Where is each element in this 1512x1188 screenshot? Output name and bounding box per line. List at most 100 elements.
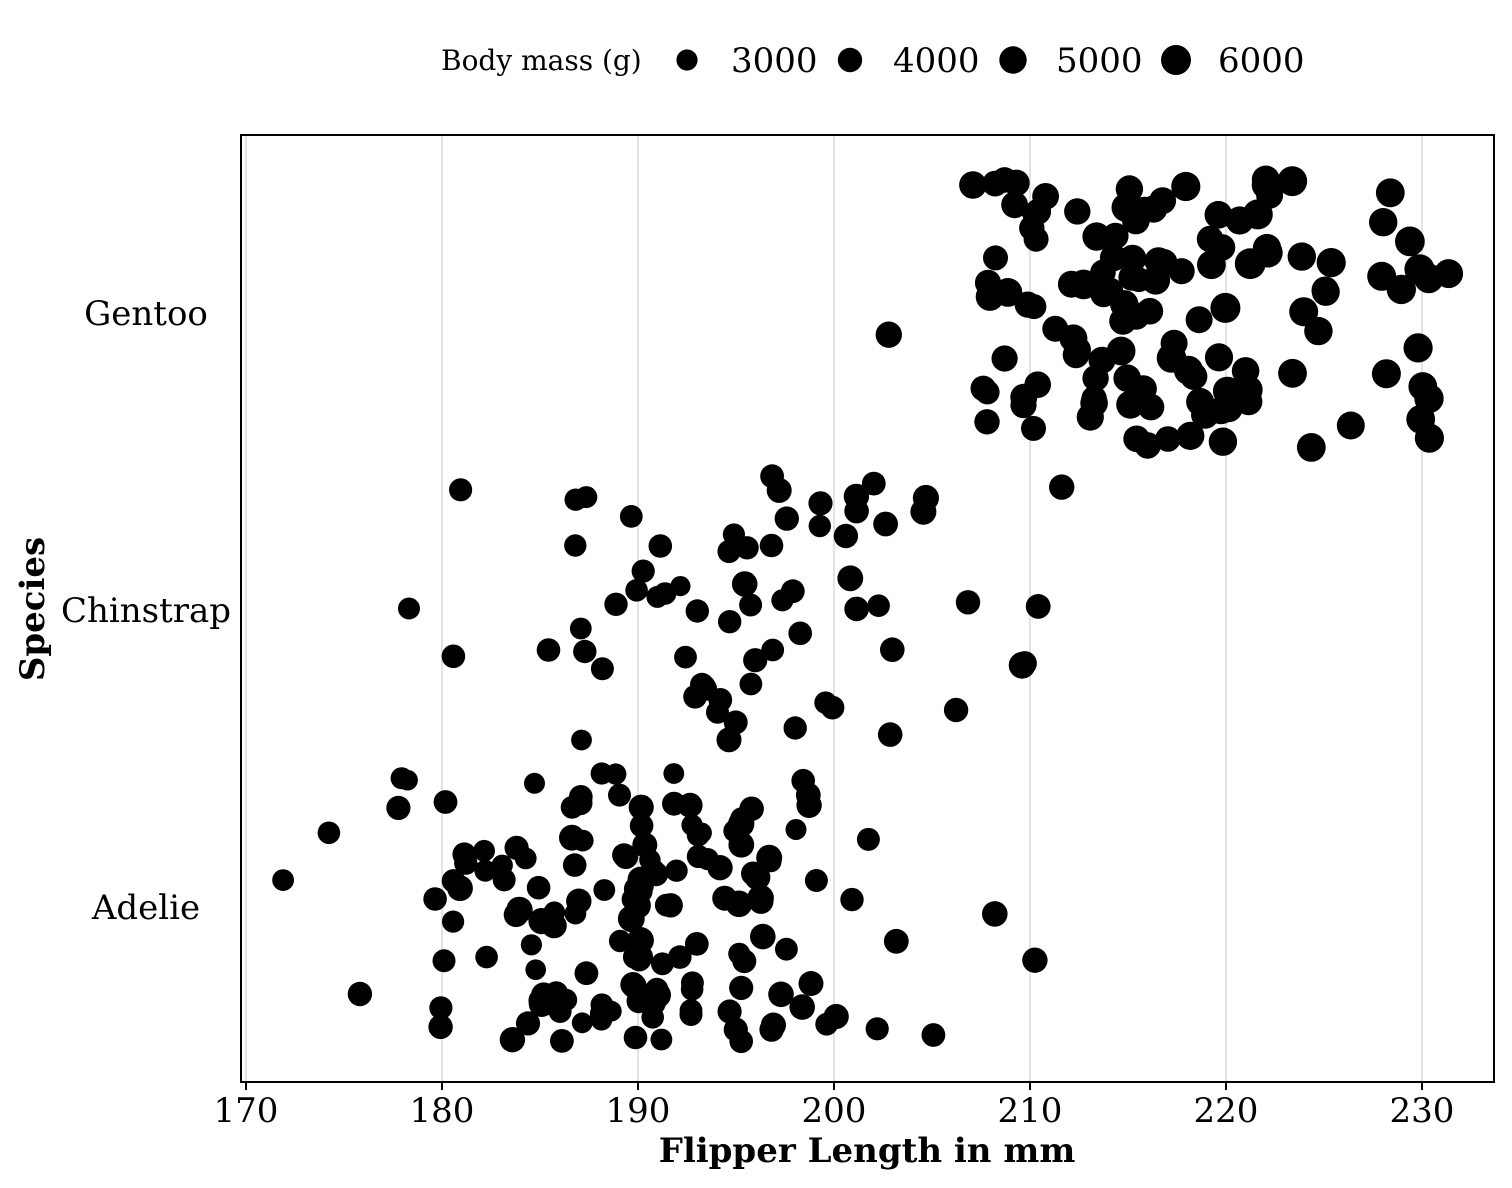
legend-key-3000	[676, 49, 698, 71]
point-adelie	[386, 795, 411, 821]
point-adelie	[564, 902, 587, 925]
point-adelie	[759, 850, 782, 873]
point-gentoo	[1137, 393, 1165, 421]
point-chinstrap	[674, 645, 697, 669]
point-gentoo	[1375, 178, 1405, 208]
y-axis-ticks: Adelie Chinstrap Gentoo	[61, 294, 231, 928]
point-gentoo	[982, 170, 1008, 197]
point-adelie	[624, 892, 651, 919]
point-gentoo	[1003, 169, 1030, 197]
x-tick-label: 220	[1194, 1091, 1259, 1131]
point-gentoo	[1204, 343, 1234, 372]
point-adelie	[629, 813, 654, 838]
legend-label-5000: 5000	[1056, 41, 1143, 81]
point-gentoo	[1414, 263, 1444, 294]
point-chinstrap	[774, 506, 799, 531]
point-chinstrap	[873, 511, 898, 537]
point-chinstrap	[739, 672, 763, 696]
point-adelie	[623, 1025, 648, 1050]
point-adelie	[593, 879, 616, 901]
point-adelie	[798, 971, 824, 996]
point-adelie	[574, 961, 599, 986]
point-gentoo	[1155, 426, 1181, 452]
point-chinstrap	[844, 596, 869, 622]
point-adelie	[571, 1012, 593, 1034]
point-chinstrap	[706, 700, 729, 724]
point-adelie	[643, 992, 666, 1015]
point-adelie	[729, 975, 754, 1001]
point-chinstrap	[564, 534, 587, 557]
point-adelie	[544, 981, 569, 1005]
point-adelie	[605, 763, 627, 785]
point-chinstrap	[625, 579, 648, 602]
point-adelie	[608, 783, 631, 807]
point-gentoo	[1316, 248, 1346, 278]
point-chinstrap	[536, 638, 561, 662]
point-chinstrap	[833, 523, 859, 549]
point-adelie	[662, 791, 686, 816]
point-gentoo	[1242, 199, 1273, 230]
point-chinstrap	[910, 498, 937, 525]
point-gentoo	[1144, 247, 1173, 276]
point-gentoo	[1234, 375, 1263, 405]
point-gentoo	[1395, 226, 1425, 257]
point-gentoo	[875, 321, 902, 348]
legend-key-4000	[837, 47, 863, 73]
point-gentoo	[1064, 198, 1091, 225]
point-adelie	[795, 782, 821, 808]
point-adelie	[680, 971, 704, 995]
point-adelie	[823, 1003, 849, 1030]
point-gentoo	[1106, 336, 1136, 366]
point-adelie	[1022, 947, 1048, 973]
size-legend: Body mass (g) 3000 4000 5000 6000	[441, 41, 1305, 81]
point-adelie	[397, 769, 418, 791]
point-adelie	[559, 824, 585, 851]
point-adelie	[628, 794, 654, 820]
point-adelie	[433, 790, 458, 814]
point-chinstrap	[837, 565, 864, 592]
point-gentoo	[1208, 427, 1238, 456]
point-gentoo	[1336, 411, 1365, 440]
point-chinstrap	[735, 536, 759, 560]
point-chinstrap	[788, 621, 812, 646]
point-gentoo	[1371, 359, 1401, 389]
point-gentoo	[1406, 404, 1436, 434]
x-tick-label: 200	[802, 1091, 867, 1131]
point-chinstrap	[1012, 651, 1037, 676]
point-adelie	[608, 929, 632, 953]
point-chinstrap	[880, 637, 905, 662]
x-tick-label: 170	[214, 1091, 279, 1131]
point-adelie	[548, 1000, 572, 1023]
point-chinstrap	[766, 477, 792, 503]
point-adelie	[750, 923, 776, 950]
point-adelie	[883, 928, 909, 954]
x-tick-label: 230	[1390, 1091, 1455, 1131]
point-gentoo	[1197, 250, 1226, 280]
point-chinstrap	[731, 571, 758, 597]
legend-key-6000	[1161, 45, 1191, 75]
point-gentoo	[959, 171, 987, 199]
point-chinstrap	[808, 491, 833, 516]
point-chinstrap	[739, 593, 763, 617]
point-gentoo	[1287, 242, 1317, 271]
point-gentoo	[1024, 371, 1051, 399]
point-adelie	[651, 952, 674, 976]
legend-label-3000: 3000	[731, 41, 818, 81]
point-adelie	[423, 887, 447, 911]
point-chinstrap	[569, 617, 592, 640]
point-adelie	[759, 1017, 784, 1042]
point-gentoo	[1057, 270, 1085, 298]
point-chinstrap	[564, 488, 587, 511]
point-gentoo	[1185, 306, 1213, 334]
point-gentoo	[1001, 191, 1028, 219]
point-gentoo	[1367, 261, 1397, 291]
point-adelie	[681, 814, 703, 836]
point-chinstrap	[843, 483, 870, 510]
point-chinstrap	[808, 514, 831, 538]
point-adelie	[663, 763, 685, 784]
point-gentoo	[1022, 201, 1048, 227]
point-adelie	[729, 1029, 753, 1054]
point-chinstrap	[670, 576, 691, 597]
point-chinstrap	[648, 534, 673, 558]
point-adelie	[679, 1003, 703, 1026]
